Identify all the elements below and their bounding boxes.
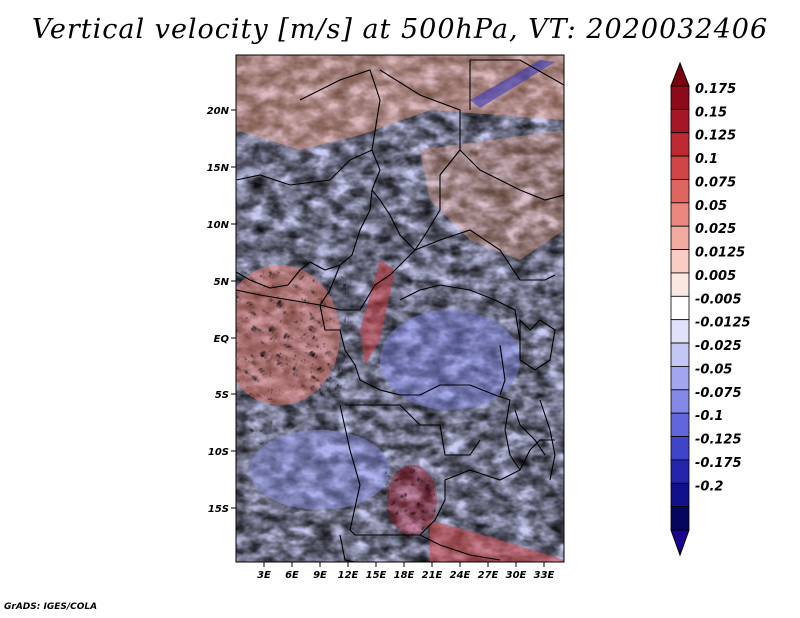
lat-label-10n: 10N (207, 220, 230, 231)
colorbar-bottom-arrow (670, 529, 690, 557)
colorbar-label: -0.075 (695, 386, 742, 401)
colorbar-segment (670, 319, 690, 344)
lon-label-3e: 3E (257, 570, 271, 581)
lon-label-27e: 27E (478, 570, 499, 581)
colorbar-label: 0.0125 (695, 246, 745, 261)
colorbar-segment (670, 202, 690, 227)
colorbar-segment (670, 272, 690, 297)
lon-label-6e: 6E (285, 570, 299, 581)
colorbar-segment (670, 132, 690, 157)
colorbar-label: 0.075 (695, 175, 736, 190)
colorbar-label: 0.05 (695, 199, 727, 214)
colorbar-label: -0.05 (695, 362, 732, 377)
colorbar-segments (670, 85, 690, 531)
colorbar-segment (670, 436, 690, 461)
colorbar-label: -0.1 (695, 409, 723, 424)
lon-label-18e: 18E (394, 570, 415, 581)
colorbar-segment (670, 225, 690, 250)
colorbar-segment (670, 412, 690, 437)
colorbar-segment (670, 506, 690, 531)
colorbar-segment (670, 155, 690, 180)
lon-label-9e: 9E (313, 570, 327, 581)
velocity-field (236, 55, 564, 562)
lat-label-eq: EQ (214, 334, 230, 345)
lat-label-20n: 20N (207, 106, 230, 117)
colorbar: 0.175 0.15 0.125 0.1 0.075 0.05 0.025 0.0125 0.0… (670, 61, 751, 557)
colorbar-label: 0.15 (695, 105, 727, 120)
chart-title: Vertical velocity [m/s] at 500hPa, VT: 2… (31, 14, 769, 45)
lon-label-30e: 30E (506, 570, 527, 581)
colorbar-label: 0.175 (695, 82, 736, 97)
colorbar-label: 0.125 (695, 129, 736, 144)
lat-label-5n: 5N (214, 277, 230, 288)
colorbar-label: 0.005 (695, 269, 736, 284)
colorbar-label: -0.025 (695, 339, 742, 354)
lat-axis: 20N 15N 10N 5N EQ 5S 10S 15S (207, 106, 236, 515)
colorbar-segment (670, 295, 690, 321)
colorbar-segment (670, 366, 690, 391)
colorbar-label: 0.1 (695, 152, 718, 167)
colorbar-label: 0.025 (695, 222, 736, 237)
colorbar-label: -0.2 (695, 479, 723, 494)
lat-label-15s: 15S (208, 504, 229, 515)
lat-label-15n: 15N (207, 163, 230, 174)
plot-frame (235, 54, 565, 563)
colorbar-segment (670, 482, 690, 508)
colorbar-top-arrow (670, 61, 690, 87)
colorbar-segment (670, 179, 690, 204)
lat-label-10s: 10S (208, 447, 229, 458)
colorbar-segment (670, 85, 690, 110)
colorbar-labels: 0.175 0.15 0.125 0.1 0.075 0.05 0.025 0.0125 0.0… (695, 82, 751, 494)
lat-label-5s: 5S (215, 390, 229, 401)
colorbar-segment (670, 342, 690, 367)
colorbar-label: -0.0125 (695, 316, 751, 331)
colorbar-segment (670, 459, 690, 484)
colorbar-label: -0.175 (695, 456, 742, 471)
colorbar-segment (670, 249, 690, 274)
lon-label-12e: 12E (338, 570, 359, 581)
lon-label-24e: 24E (450, 570, 471, 581)
colorbar-label: -0.125 (695, 433, 742, 448)
colorbar-segment (670, 389, 690, 414)
credit-text: GrADS: IGES/COLA (4, 602, 98, 612)
lon-label-21e: 21E (422, 570, 443, 581)
colorbar-segment (670, 108, 690, 134)
lon-label-15e: 15E (366, 570, 387, 581)
lon-axis: 3E 6E 9E 12E 15E 18E 21E 24E 27E 30E 33E (257, 562, 555, 581)
lon-label-33e: 33E (534, 570, 555, 581)
colorbar-label: -0.005 (695, 292, 742, 307)
country-borders (236, 59, 564, 562)
